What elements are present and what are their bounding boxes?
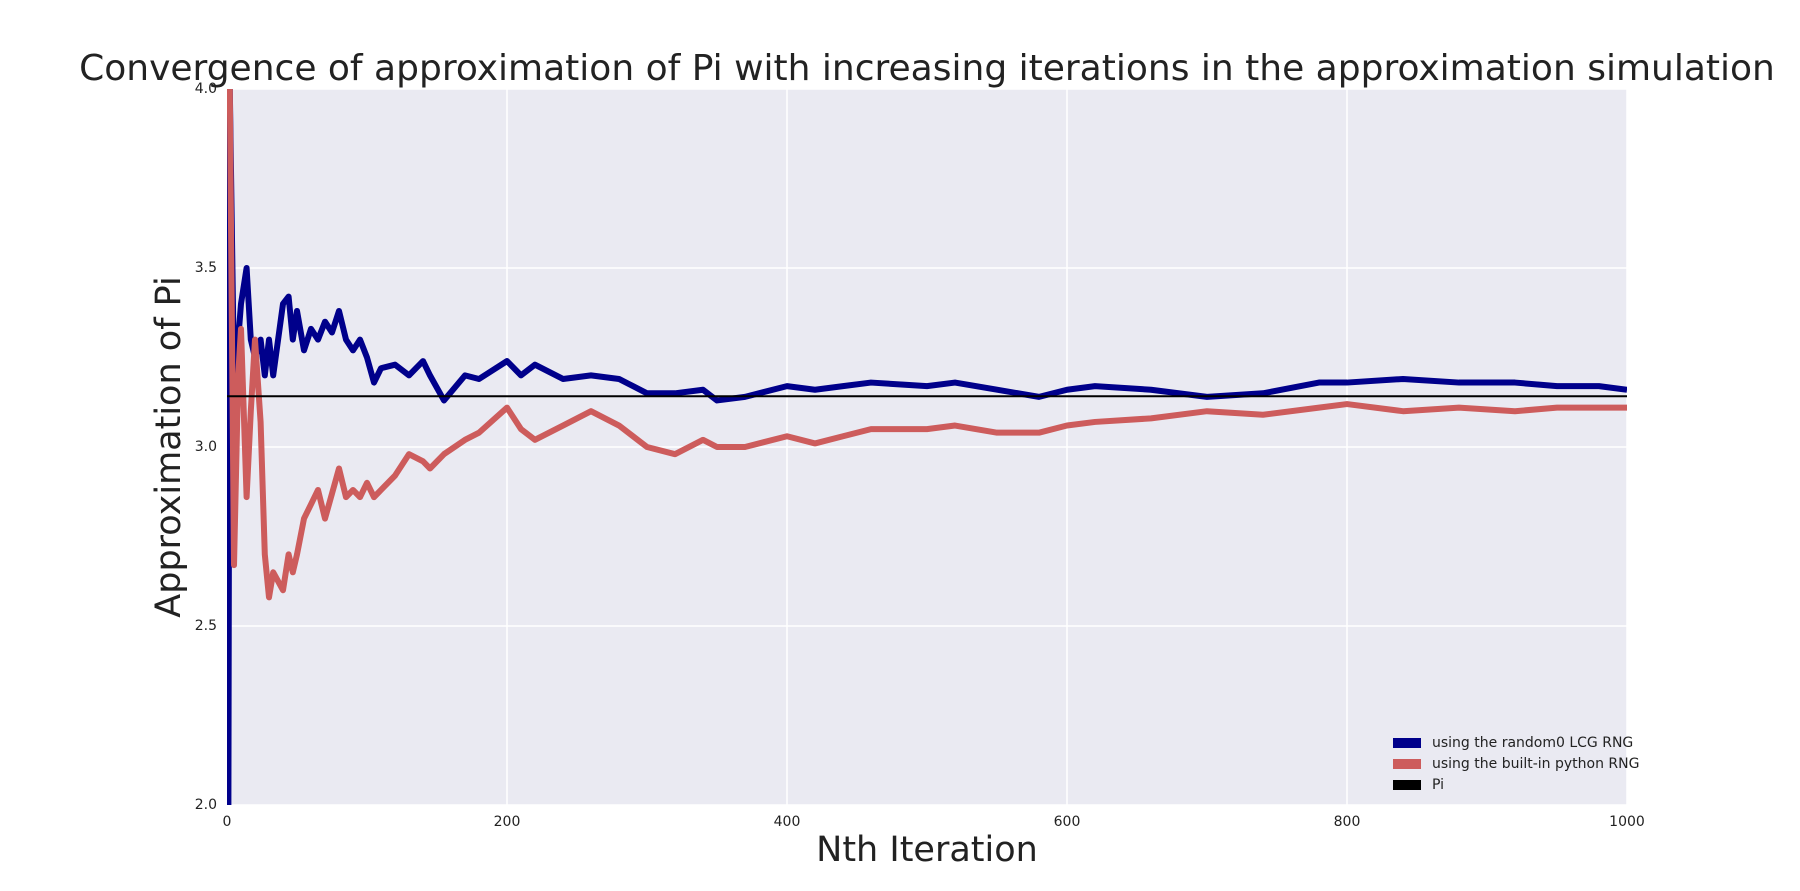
y-tick-label: 3.0 xyxy=(195,439,217,455)
legend-label: using the built-in python RNG xyxy=(1432,756,1639,772)
x-tick-label: 0 xyxy=(223,814,232,830)
x-tick-label: 800 xyxy=(1334,814,1361,830)
chart-title: Convergence of approximation of Pi with … xyxy=(79,48,1775,89)
legend-swatch xyxy=(1393,759,1421,769)
y-tick-label: 2.5 xyxy=(195,618,217,634)
x-tick-label: 600 xyxy=(1054,814,1081,830)
series-line xyxy=(227,89,1627,805)
x-tick-label: 400 xyxy=(774,814,801,830)
y-tick-label: 4.0 xyxy=(195,81,217,97)
x-axis-label: Nth Iteration xyxy=(816,830,1038,870)
legend-swatch xyxy=(1393,738,1421,748)
y-axis-label: Approximation of Pi xyxy=(149,276,189,617)
series-line xyxy=(227,89,1627,601)
y-tick-label: 3.5 xyxy=(195,260,217,276)
x-tick-label: 1000 xyxy=(1609,814,1645,830)
legend-swatch xyxy=(1393,780,1421,790)
x-tick-label: 200 xyxy=(494,814,521,830)
y-tick-label: 2.0 xyxy=(195,797,217,813)
legend-label: using the random0 LCG RNG xyxy=(1432,735,1633,751)
legend-label: Pi xyxy=(1432,777,1444,793)
